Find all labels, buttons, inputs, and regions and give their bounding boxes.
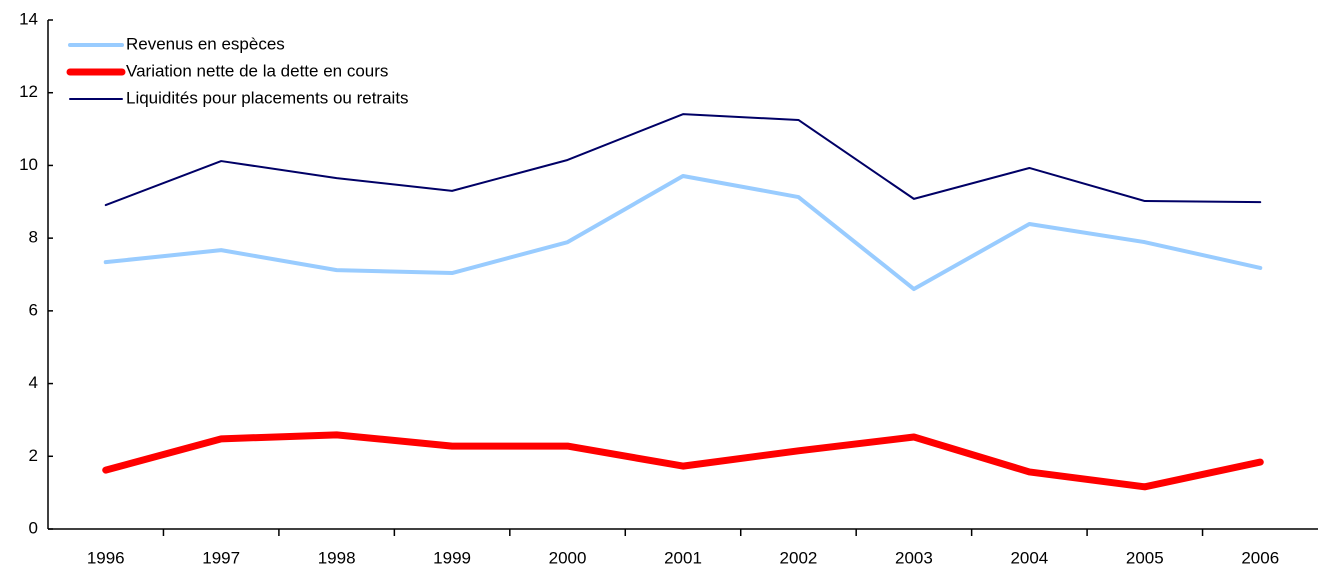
y-tick-label: 4 xyxy=(29,373,38,392)
x-tick-label: 2002 xyxy=(780,548,818,567)
x-tick-label: 2003 xyxy=(895,548,933,567)
series-line xyxy=(102,431,1264,491)
legend-label: Liquidités pour placements ou retraits xyxy=(126,88,409,107)
x-tick-label: 1999 xyxy=(433,548,471,567)
y-tick-label: 12 xyxy=(19,82,38,101)
x-tick-label: 1997 xyxy=(202,548,240,567)
y-tick-label: 14 xyxy=(19,9,38,28)
series-line xyxy=(104,113,1262,207)
legend-label: Revenus en espèces xyxy=(126,34,285,53)
x-tick-label: 2000 xyxy=(549,548,587,567)
y-tick-label: 2 xyxy=(29,446,38,465)
x-tick-label: 2004 xyxy=(1010,548,1048,567)
series-line xyxy=(103,173,1263,292)
legend-label: Variation nette de la dette en cours xyxy=(126,61,388,80)
x-tick-label: 1998 xyxy=(318,548,356,567)
x-tick-label: 2006 xyxy=(1241,548,1279,567)
y-tick-label: 6 xyxy=(29,300,38,319)
y-tick-label: 8 xyxy=(29,228,38,247)
y-tick-label: 10 xyxy=(19,155,38,174)
x-tick-label: 1996 xyxy=(87,548,125,567)
y-tick-label: 0 xyxy=(29,518,38,537)
x-tick-label: 2005 xyxy=(1126,548,1164,567)
x-tick-label: 2001 xyxy=(664,548,702,567)
